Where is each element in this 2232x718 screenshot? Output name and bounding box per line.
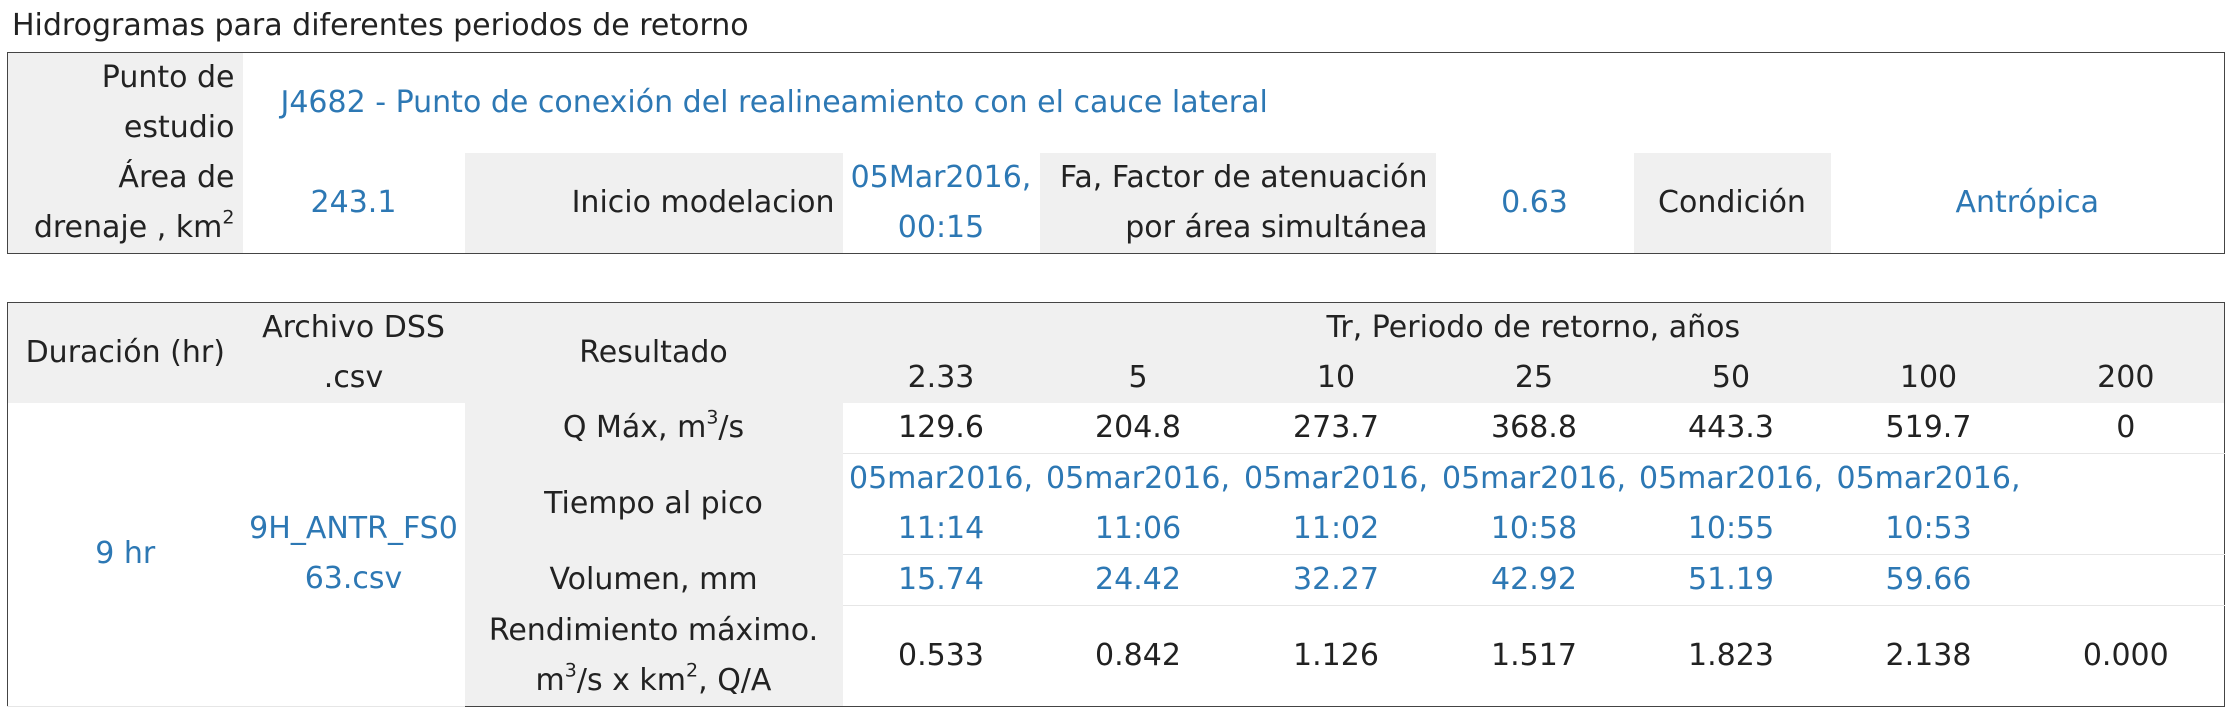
rendimiento-cell: 1.517 xyxy=(1435,605,1633,706)
tiempo-label: Tiempo al pico xyxy=(464,453,843,555)
condicion-label: Condición xyxy=(1633,153,1831,254)
rendimiento-cell: 1.823 xyxy=(1632,605,1830,706)
qmax-cell: 129.6 xyxy=(842,403,1040,454)
qmax-cell: 0 xyxy=(2027,403,2225,454)
punto-value: J4682 - Punto de conexión del realineami… xyxy=(242,52,2225,153)
period-header: 50 xyxy=(1632,353,1830,403)
volumen-cell xyxy=(2027,554,2225,606)
inicio-value: 05Mar2016, 00:15 xyxy=(842,153,1040,254)
volumen-label: Volumen, mm xyxy=(464,554,843,606)
volumen-cell: 24.42 xyxy=(1039,554,1237,606)
area-label-line2: drenaje , km2 xyxy=(33,206,235,245)
tiempo-cell: 05mar2016, 11:02 xyxy=(1236,453,1436,555)
tiempo-cell: 05mar2016, 10:53 xyxy=(1829,453,2028,555)
tiempo-cell: 05mar2016, 11:06 xyxy=(1039,453,1237,555)
volumen-cell: 51.19 xyxy=(1632,554,1830,606)
rendimiento-cell: 0.000 xyxy=(2027,605,2225,706)
period-header: 5 xyxy=(1039,353,1237,403)
qmax-cell: 273.7 xyxy=(1236,403,1436,454)
condicion-value: Antrópica xyxy=(1830,153,2225,254)
period-header: 200 xyxy=(2027,353,2225,403)
punto-label-line1: Punto de xyxy=(101,60,235,95)
fa-value: 0.63 xyxy=(1435,153,1634,254)
volumen-cell: 59.66 xyxy=(1829,554,2028,606)
area-value: 243.1 xyxy=(242,153,465,254)
qmax-label: Q Máx, m3/s xyxy=(464,403,843,454)
tiempo-cell: 05mar2016, 11:14 xyxy=(842,453,1040,555)
rendimiento-cell: 2.138 xyxy=(1829,605,2028,706)
page-title: Hidrogramas para diferentes periodos de … xyxy=(12,8,749,43)
tr-header: Tr, Periodo de retorno, años xyxy=(842,302,2225,353)
rendimiento-cell: 0.533 xyxy=(842,605,1040,706)
duracion-header: Duración (hr) xyxy=(7,302,243,403)
rendimiento-cell: 0.842 xyxy=(1039,605,1237,706)
resultado-header: Resultado xyxy=(464,302,843,403)
archivo-header: Archivo DSS .csv xyxy=(242,302,465,403)
qmax-cell: 443.3 xyxy=(1632,403,1830,454)
archivo-header-line2: .csv xyxy=(323,360,384,395)
volumen-cell: 15.74 xyxy=(842,554,1040,606)
tiempo-cell: 05mar2016, 10:55 xyxy=(1632,453,1830,555)
inicio-time: 00:15 xyxy=(897,210,985,245)
qmax-cell: 368.8 xyxy=(1435,403,1633,454)
tiempo-cell: 05mar2016, 10:58 xyxy=(1435,453,1633,555)
fa-label-line2: por área simultánea xyxy=(1125,210,1428,245)
archivo-value: 9H_ANTR_FS0 63.csv xyxy=(242,403,465,707)
rendimiento-cell: 1.126 xyxy=(1236,605,1436,706)
qmax-cell: 519.7 xyxy=(1829,403,2028,454)
fa-label: Fa, Factor de atenuación por área simult… xyxy=(1039,153,1436,254)
area-label: Área de drenaje , km2 xyxy=(7,153,243,254)
duracion-value: 9 hr xyxy=(7,403,243,707)
archivo-value-line2: 63.csv xyxy=(304,561,403,597)
rendimiento-label: Rendimiento máximo. m3/s x km2, Q/A xyxy=(464,605,843,706)
archivo-header-line1: Archivo DSS xyxy=(262,310,445,345)
volumen-cell: 42.92 xyxy=(1435,554,1633,606)
area-label-line1: Área de xyxy=(118,160,235,195)
fa-label-line1: Fa, Factor de atenuación xyxy=(1059,160,1428,195)
punto-label-line2: estudio xyxy=(123,110,235,145)
punto-label: Punto de estudio xyxy=(7,52,243,153)
rendimiento-label-line2: m3/s x km2, Q/A xyxy=(535,659,772,698)
rendimiento-label-line1: Rendimiento máximo. xyxy=(488,612,819,648)
volumen-cell: 32.27 xyxy=(1236,554,1436,606)
inicio-date: 05Mar2016, xyxy=(850,160,1032,195)
study-info-table: Punto de estudio J4682 - Punto de conexi… xyxy=(7,52,2226,254)
archivo-value-line1: 9H_ANTR_FS0 xyxy=(249,511,458,547)
period-header: 25 xyxy=(1435,353,1633,403)
qmax-cell: 204.8 xyxy=(1039,403,1237,454)
inicio-label: Inicio modelacion xyxy=(464,153,843,254)
results-table: Duración (hr) Archivo DSS .csv Resultado… xyxy=(7,302,2226,707)
tiempo-cell xyxy=(2027,453,2225,555)
period-header: 10 xyxy=(1236,353,1436,403)
period-header: 100 xyxy=(1829,353,2028,403)
period-header: 2.33 xyxy=(842,353,1040,403)
